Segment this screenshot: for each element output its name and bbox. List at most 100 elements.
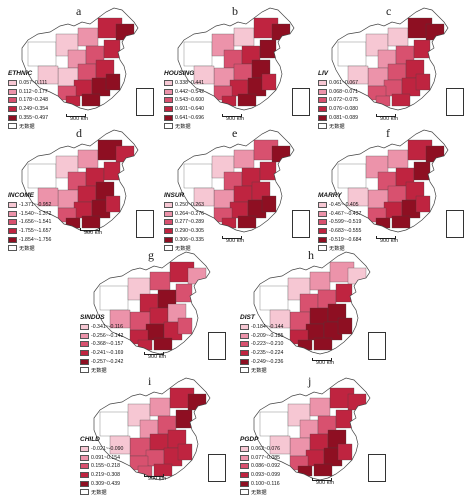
legend-item-nodata: 无数据 bbox=[8, 122, 48, 131]
scale-bar bbox=[80, 228, 100, 231]
legend-item: -0.249~-0.236 bbox=[240, 357, 283, 366]
province-region bbox=[149, 433, 169, 451]
legend-item-nodata: 无数据 bbox=[164, 122, 204, 131]
legend-label: 0.249~0.354 bbox=[19, 106, 48, 113]
panel-letter: c bbox=[386, 4, 392, 18]
legend-swatch bbox=[318, 80, 327, 87]
legend-swatch bbox=[240, 480, 249, 487]
province-region bbox=[309, 307, 329, 325]
scale-label: 900 km bbox=[316, 360, 335, 366]
legend-swatch bbox=[164, 236, 173, 243]
legend-item: 0.250~0.263 bbox=[164, 201, 204, 210]
scale-label: 900 km bbox=[380, 238, 399, 244]
legend-swatch bbox=[8, 202, 17, 209]
legend-label: 无数据 bbox=[19, 245, 35, 252]
legend-label: 0.277~0.289 bbox=[175, 219, 204, 226]
map-panel-i: i CHILD -0.021~-0.090 0.091~0.154 0.155~0.… bbox=[80, 374, 230, 496]
legend-label: -0.241~-0.169 bbox=[91, 350, 124, 357]
province-region bbox=[183, 41, 213, 67]
legend-swatch bbox=[318, 106, 327, 113]
province-region bbox=[73, 79, 93, 97]
legend-swatch bbox=[8, 97, 17, 104]
variable-name: MARRY bbox=[318, 192, 342, 199]
south-china-sea-inset bbox=[136, 210, 154, 238]
province-region bbox=[73, 201, 93, 219]
province-region bbox=[387, 149, 409, 169]
province-region bbox=[175, 283, 193, 303]
scale-label: 900 km bbox=[84, 230, 103, 236]
legend-item: -1.656~-1.541 bbox=[8, 218, 51, 227]
province-region bbox=[77, 63, 97, 81]
legend-label: 0.081~0.089 bbox=[329, 114, 358, 121]
legend-label: 0.290~0.305 bbox=[175, 228, 204, 235]
province-region bbox=[391, 93, 411, 107]
panel-letter: i bbox=[148, 374, 152, 388]
legend-swatch bbox=[240, 446, 249, 453]
legend-label: 0.355~0.497 bbox=[19, 114, 48, 121]
legend-item: -0.021~-0.090 bbox=[80, 445, 123, 454]
legend-swatch bbox=[80, 480, 89, 487]
province-region bbox=[259, 285, 289, 311]
legend-item-nodata: 无数据 bbox=[318, 122, 358, 131]
legend: 0.338~0.441 0.442~0.542 0.543~0.600 0.601~0… bbox=[164, 79, 204, 131]
province-region bbox=[105, 73, 121, 91]
legend-label: 0.077~0.085 bbox=[251, 454, 280, 461]
variable-name: PGDP bbox=[240, 436, 259, 443]
border-line bbox=[21, 129, 139, 233]
legend-swatch bbox=[8, 245, 17, 252]
legend-swatch bbox=[80, 454, 89, 461]
legend-label: 0.338~0.441 bbox=[175, 80, 204, 87]
south-china-sea-inset bbox=[136, 88, 154, 116]
legend-label: -0.184~-0.144 bbox=[251, 324, 284, 331]
legend-swatch bbox=[80, 350, 89, 357]
legend-label: 0.309~0.439 bbox=[91, 480, 120, 487]
legend-item: -0.467~-0.437 bbox=[318, 210, 361, 219]
map-panel-b: b HOUSING 0.338~0.441 0.442~0.542 0.543~0.… bbox=[164, 4, 314, 130]
legend: 0.061~0.067 0.068~0.071 0.072~0.075 0.076~0… bbox=[318, 79, 358, 131]
legend-item: 0.077~0.085 bbox=[240, 454, 280, 463]
legend-label: 0.076~0.080 bbox=[329, 106, 358, 113]
scale-label: 900 km bbox=[70, 116, 89, 122]
legend-label: 无数据 bbox=[329, 245, 345, 252]
map-panel-h: h DIST -0.184~-0.144 -0.209~-0.185 -0.223~… bbox=[240, 248, 390, 374]
legend-item: 0.442~0.542 bbox=[164, 88, 204, 97]
legend-swatch bbox=[164, 245, 173, 252]
province-region bbox=[233, 63, 253, 81]
province-region bbox=[27, 41, 57, 67]
legend-label: 0.112~0.177 bbox=[19, 88, 48, 95]
legend-swatch bbox=[164, 88, 173, 95]
legend-item: 0.057~0.111 bbox=[8, 79, 48, 88]
legend-label: 0.057~0.111 bbox=[19, 80, 48, 87]
scale-label: 900 km bbox=[148, 476, 167, 482]
legend-item: -0.368~-0.157 bbox=[80, 340, 123, 349]
legend-swatch bbox=[318, 228, 327, 235]
legend-item-nodata: 无数据 bbox=[80, 366, 123, 375]
province-region bbox=[305, 449, 325, 467]
province-region bbox=[109, 435, 131, 455]
legend-label: -1.656~-1.541 bbox=[19, 219, 52, 226]
legend-item: 0.076~0.080 bbox=[318, 105, 358, 114]
legend-swatch bbox=[8, 123, 17, 130]
legend-item: 0.081~0.089 bbox=[318, 113, 358, 122]
panel-letter: b bbox=[232, 4, 238, 18]
legend-item: -1.540~-1.372 bbox=[8, 210, 51, 219]
province-region bbox=[335, 409, 353, 429]
province-region bbox=[103, 39, 121, 59]
legend-label: -0.209~-0.185 bbox=[251, 332, 284, 339]
province-region bbox=[387, 27, 409, 47]
legend-label: -0.235~-0.224 bbox=[251, 350, 284, 357]
legend-item: -1.371~-0.952 bbox=[8, 201, 51, 210]
legend-swatch bbox=[8, 114, 17, 121]
border-line bbox=[21, 7, 139, 111]
legend-label: 无数据 bbox=[175, 245, 191, 252]
variable-name: SINDUS bbox=[80, 314, 105, 321]
map-panel-e: e INSUR 0.250~0.263 0.264~0.276 0.277~0.28… bbox=[164, 126, 314, 252]
legend-item-nodata: 无数据 bbox=[240, 488, 280, 497]
legend: -1.371~-0.952 -1.540~-1.372 -1.656~-1.541 -… bbox=[8, 201, 51, 253]
legend-label: -0.223~-0.210 bbox=[251, 341, 284, 348]
province-region bbox=[259, 161, 277, 181]
legend-swatch bbox=[8, 228, 17, 235]
legend-item: 0.601~0.640 bbox=[164, 105, 204, 114]
legend-swatch bbox=[164, 202, 173, 209]
legend-label: 无数据 bbox=[175, 123, 191, 130]
